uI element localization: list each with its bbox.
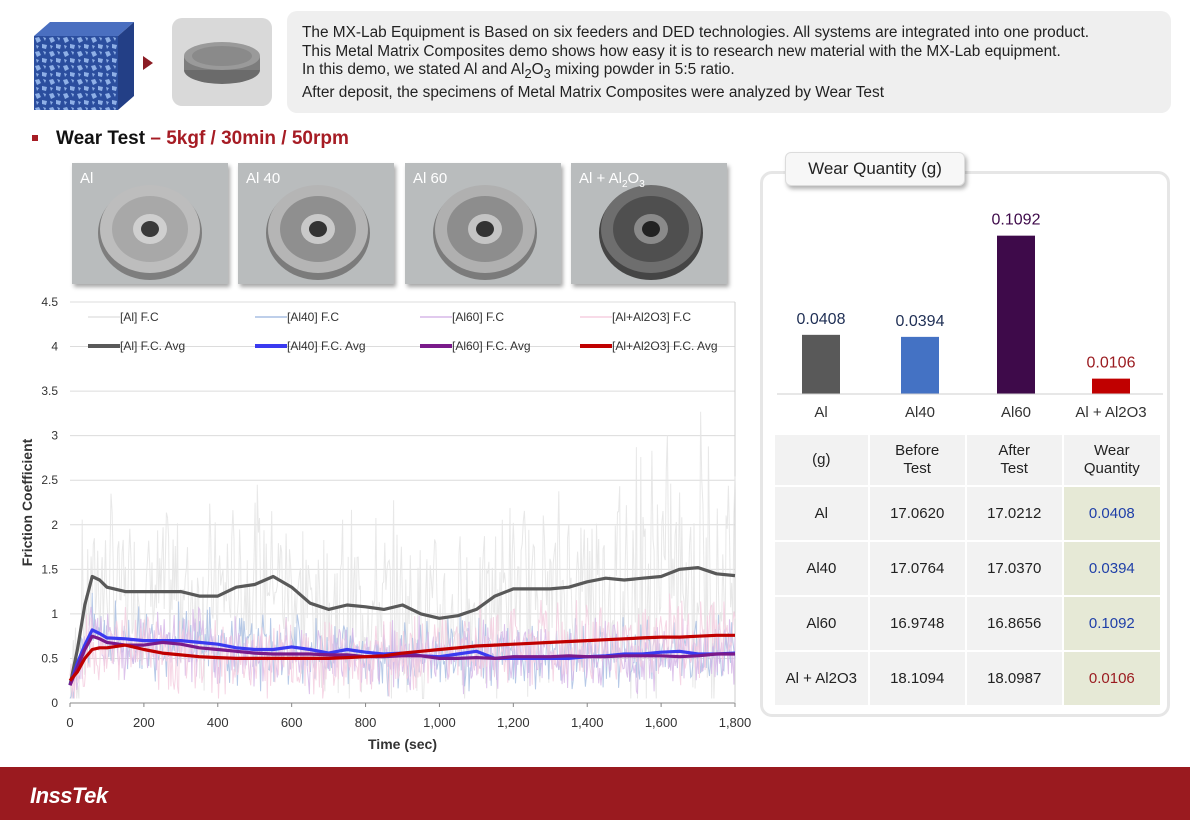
x-tick-label: 600 bbox=[281, 715, 303, 730]
table-row: Al + Al2O3 18.1094 18.0987 0.0106 bbox=[773, 650, 1163, 707]
specimen-photo-al60: Al 60 bbox=[405, 163, 561, 284]
intro-text-box: The MX-Lab Equipment is Based on six fee… bbox=[287, 11, 1171, 113]
table-cell-sample: Al40 bbox=[773, 540, 870, 597]
table-row: Al60 16.9748 16.8656 0.1092 bbox=[773, 595, 1163, 652]
table-cell-wear: 0.0408 bbox=[1061, 485, 1163, 542]
y-tick-label: 4.5 bbox=[41, 295, 58, 309]
series-line-avg-3 bbox=[68, 633, 735, 682]
table-cell-after: 17.0370 bbox=[964, 540, 1064, 597]
legend-label: [Al+Al2O3] F.C. Avg bbox=[612, 339, 718, 353]
bar-value-label: 0.0394 bbox=[896, 313, 945, 330]
legend-label: [Al60] F.C. Avg bbox=[452, 339, 531, 353]
specimen-photo-al40: Al 40 bbox=[238, 163, 394, 284]
bar-category-label: Al bbox=[814, 404, 827, 421]
bar bbox=[901, 336, 939, 394]
table-row: Al 17.0620 17.0212 0.0408 bbox=[773, 485, 1163, 542]
section-title-conditions: 5kgf / 30min / 50rpm bbox=[166, 128, 349, 149]
table-cell-wear: 0.1092 bbox=[1061, 595, 1163, 652]
x-tick-label: 200 bbox=[133, 715, 155, 730]
table-cell-after: 18.0987 bbox=[964, 650, 1064, 707]
table-cell-after: 16.8656 bbox=[964, 595, 1064, 652]
table-cell-before: 16.9748 bbox=[867, 595, 967, 652]
table-cell-before: 18.1094 bbox=[867, 650, 967, 707]
bar bbox=[802, 334, 840, 394]
friction-coefficient-chart: 0 0.5 1 1.5 2 2.5 3 3.5 4 4.5 0 200 400 600 800 1,000 1,… bbox=[19, 295, 752, 752]
table-cell-before: 17.0620 bbox=[867, 485, 967, 542]
table-cell-after: 17.0212 bbox=[964, 485, 1064, 542]
footer-bar bbox=[0, 767, 1190, 820]
bar-category-label: Al40 bbox=[905, 404, 935, 421]
table-header-after: After Test bbox=[964, 433, 1064, 487]
table-header-row: (g) Before Test After Test Wear Quantity bbox=[773, 433, 1163, 487]
table-cell-sample: Al + Al2O3 bbox=[773, 650, 870, 707]
table-header-unit: (g) bbox=[773, 433, 870, 487]
x-tick-label: 1,800 bbox=[719, 715, 752, 730]
x-tick-label: 1,600 bbox=[645, 715, 678, 730]
y-tick-label: 2 bbox=[51, 518, 58, 532]
section-title-main: Wear Test bbox=[56, 128, 146, 149]
y-tick-label: 0.5 bbox=[41, 651, 58, 665]
intro-line-1: The MX-Lab Equipment is Based on six fee… bbox=[302, 24, 1090, 41]
table-row: Al40 17.0764 17.0370 0.0394 bbox=[773, 540, 1163, 597]
y-tick-label: 1.5 bbox=[41, 562, 58, 576]
table-cell-wear: 0.0394 bbox=[1061, 540, 1163, 597]
intro-line-2: This Metal Matrix Composites demo shows … bbox=[302, 42, 1061, 60]
specimen-photo-al-al2o3: Al + Al2O3 bbox=[571, 163, 727, 284]
y-axis-label: Friction Coefficient bbox=[19, 438, 35, 566]
legend-label: [Al40] F.C bbox=[287, 310, 339, 324]
x-tick-label: 0 bbox=[66, 715, 73, 730]
specimen-label-al: Al bbox=[80, 170, 94, 187]
legend-label: [Al+Al2O3] F.C bbox=[612, 310, 691, 324]
legend-label: [Al40] F.C. Avg bbox=[287, 339, 366, 353]
bar-category-label: Al60 bbox=[1001, 404, 1031, 421]
series-line-raw-3 bbox=[69, 593, 736, 699]
mmc-disc-photo bbox=[172, 18, 272, 106]
table-cell-sample: Al bbox=[773, 485, 870, 542]
x-tick-label: 400 bbox=[207, 715, 229, 730]
intro-line-3: In this demo, we stated Al and Al2O3 mix… bbox=[302, 61, 735, 82]
legend-label: [Al] F.C. Avg bbox=[120, 339, 185, 353]
x-tick-label: 1,400 bbox=[571, 715, 604, 730]
bar-value-label: 0.0408 bbox=[797, 311, 846, 328]
wear-test-table: (g) Before Test After Test Wear Quantity… bbox=[773, 433, 1163, 707]
table-header-before: Before Test bbox=[867, 433, 967, 487]
y-tick-label: 1 bbox=[51, 607, 58, 621]
table-header-wear: Wear Quantity bbox=[1061, 433, 1163, 487]
bar bbox=[997, 235, 1035, 394]
specimen-photo-al: Al bbox=[72, 163, 228, 284]
specimen-label-al60: Al 60 bbox=[413, 170, 448, 187]
y-tick-label: 0 bbox=[51, 696, 58, 710]
y-tick-label: 3.5 bbox=[41, 384, 58, 398]
section-bullet bbox=[32, 135, 38, 141]
x-tick-label: 800 bbox=[355, 715, 377, 730]
table-cell-wear: 0.0106 bbox=[1061, 650, 1163, 707]
legend-label: [Al] F.C bbox=[120, 310, 159, 324]
x-axis-label: Time (sec) bbox=[368, 736, 437, 752]
y-tick-label: 4 bbox=[51, 340, 58, 354]
wear-quantity-bar-chart: 0.0408 Al 0.0394 Al40 0.1092 Al60 0.0106 Al + A… bbox=[777, 212, 1163, 421]
bar-value-label: 0.0106 bbox=[1087, 355, 1136, 372]
y-tick-label: 2.5 bbox=[41, 473, 58, 487]
section-title: Wear Test – 5kgf / 30min / 50rpm bbox=[56, 128, 349, 150]
y-tick-label: 3 bbox=[51, 429, 58, 443]
bar-category-label: Al + Al2O3 bbox=[1075, 404, 1146, 421]
bar-value-label: 0.1092 bbox=[992, 212, 1041, 229]
table-cell-before: 17.0764 bbox=[867, 540, 967, 597]
legend-label: [Al60] F.C bbox=[452, 310, 504, 324]
bar bbox=[1092, 378, 1130, 394]
specimen-label-al40: Al 40 bbox=[246, 170, 281, 187]
x-tick-label: 1,200 bbox=[497, 715, 530, 730]
x-tick-label: 1,000 bbox=[423, 715, 456, 730]
mmc-cube-image bbox=[34, 22, 134, 110]
table-cell-sample: Al60 bbox=[773, 595, 870, 652]
series-line-avg-0 bbox=[68, 566, 736, 686]
wear-quantity-title: Wear Quantity (g) bbox=[785, 152, 965, 186]
company-logo: InssTek bbox=[30, 783, 108, 808]
section-title-dash: – bbox=[150, 128, 161, 149]
specimen-label-al-al2o3: Al + Al2O3 bbox=[579, 170, 645, 190]
arrow-right-icon bbox=[143, 56, 153, 70]
intro-line-4: After deposit, the specimens of Metal Ma… bbox=[302, 83, 884, 101]
